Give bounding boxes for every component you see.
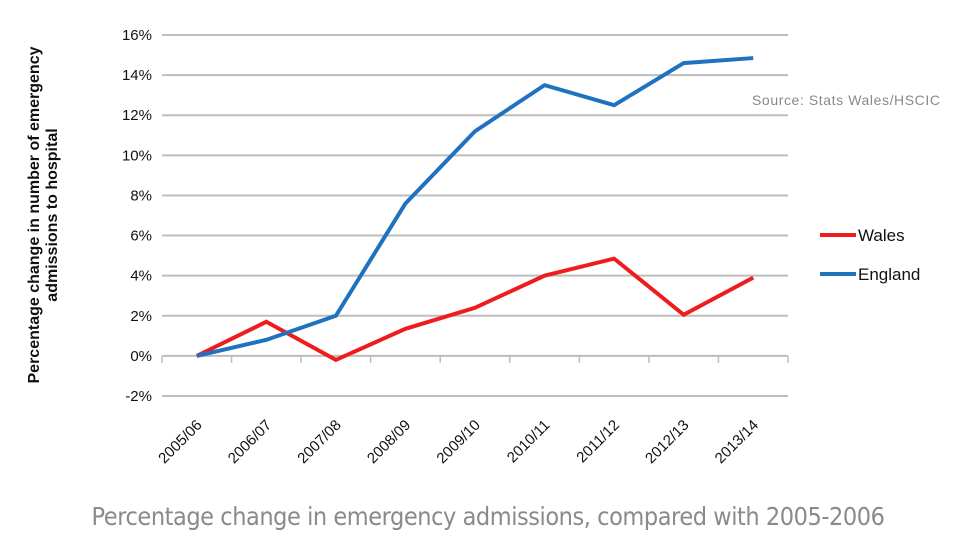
series-line-wales: [195, 256, 755, 363]
legend-label-wales: Wales: [858, 226, 905, 245]
series-line-england: [196, 56, 754, 358]
y-tick-label: 2%: [130, 308, 152, 325]
y-tick-label: 8%: [130, 187, 152, 204]
x-tick-label: 2012/13: [642, 417, 692, 467]
x-tick-label: 2009/10: [433, 417, 483, 467]
x-tick-label: 2010/11: [504, 417, 554, 467]
legend-label-england: England: [858, 265, 920, 284]
y-axis-title: Percentage change in number of emergency…: [26, 46, 61, 384]
chart-caption: Percentage change in emergency admission…: [91, 502, 885, 531]
x-tick-label: 2006/07: [225, 417, 275, 467]
x-tick-label: 2011/12: [573, 417, 623, 467]
y-tick-label: 4%: [130, 268, 152, 285]
y-tick-label: 0%: [130, 348, 152, 365]
y-tick-label: -2%: [125, 388, 152, 405]
y-tick-label: 12%: [122, 107, 152, 124]
y-tick-label: 6%: [130, 228, 152, 245]
y-tick-label: 10%: [122, 147, 152, 164]
y-tick-label: 14%: [122, 67, 152, 84]
x-tick-label: 2013/14: [712, 417, 762, 467]
x-tick-label: 2005/06: [155, 417, 205, 467]
y-tick-label: 16%: [122, 27, 152, 44]
x-tick-label: 2007/08: [294, 417, 344, 467]
x-tick-label: 2008/09: [364, 417, 414, 467]
source-note: Source: Stats Wales/HSCIC: [752, 92, 940, 108]
